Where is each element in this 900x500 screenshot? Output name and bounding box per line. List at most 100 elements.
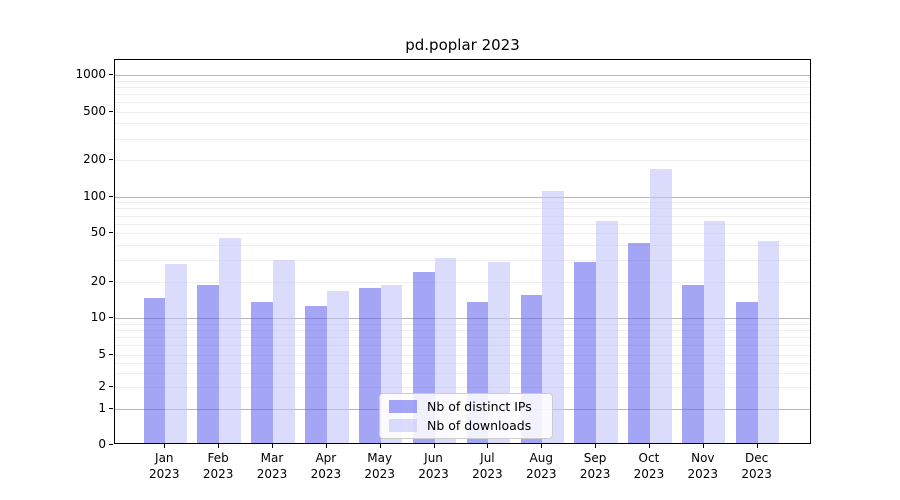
gridline-minor-5 (115, 355, 810, 356)
gridline-minor-4 (115, 362, 810, 364)
bar-downloads-apr (326, 291, 349, 443)
legend-row-distinct-ips: Nb of distinct IPs (389, 399, 543, 414)
ytick-mark-0 (109, 444, 113, 445)
ytick-label-0: 0 (98, 437, 106, 451)
ytick-label-20: 20 (90, 273, 106, 288)
gridline-minor-70 (115, 215, 810, 217)
xtick-label-dec: Dec 2023 (741, 451, 772, 482)
legend-label-distinct-ips: Nb of distinct IPs (427, 399, 532, 414)
gridline-minor-200 (115, 160, 810, 161)
gridline-minor-300 (115, 138, 810, 140)
gridline-minor-30 (115, 260, 810, 262)
xtick-year: 2023 (149, 466, 180, 481)
bar-distinct-ips-sep (574, 262, 597, 443)
ytick-label-5: 5 (98, 347, 106, 361)
xtick-year: 2023 (256, 466, 288, 481)
bar-downloads-dec (757, 240, 780, 443)
xtick-year: 2023 (633, 466, 665, 481)
ytick-mark-500 (109, 110, 113, 112)
xtick-mark-may (379, 444, 381, 448)
xtick-label-sep: Sep 2023 (580, 451, 611, 482)
gridline-major-100 (115, 196, 810, 198)
bar-downloads-mar (273, 260, 295, 443)
xtick-mark-dec (756, 444, 758, 448)
xtick-month: Oct (638, 451, 660, 465)
xtick-month: Jan (155, 451, 174, 465)
xtick-mark-mar (272, 444, 273, 448)
xtick-mark-jul (487, 444, 489, 448)
xtick-label-mar: Mar 2023 (257, 451, 288, 482)
xtick-month: Aug (529, 451, 553, 465)
ytick-label-200: 200 (83, 152, 106, 166)
xtick-label-jan: Jan 2023 (149, 451, 180, 482)
bar-distinct-ips-jan (143, 298, 166, 443)
gridline-minor-800 (115, 86, 810, 88)
gridline-minor-500 (115, 111, 810, 113)
gridline-minor-40 (115, 245, 810, 247)
gridline-major-1000 (115, 75, 810, 76)
xtick-year: 2023 (579, 466, 611, 481)
legend: Nb of distinct IPs Nb of downloads (379, 393, 553, 439)
legend-swatch-distinct-ips (389, 400, 417, 413)
gridline-minor-400 (115, 123, 810, 125)
xtick-year: 2023 (472, 466, 503, 481)
ytick-label-100: 100 (83, 188, 106, 203)
gridline-minor-50 (115, 233, 810, 235)
legend-swatch-downloads (389, 419, 417, 432)
xtick-month: Apr (315, 451, 337, 465)
xtick-year: 2023 (202, 466, 234, 481)
xtick-mark-sep (595, 444, 597, 448)
xtick-year: 2023 (525, 466, 557, 481)
ytick-label-50: 50 (90, 225, 106, 240)
legend-row-downloads: Nb of downloads (389, 418, 543, 433)
bar-distinct-ips-apr (305, 306, 327, 443)
gridline-minor-9 (115, 323, 810, 325)
xtick-mark-oct (648, 444, 650, 448)
gridline-minor-60 (115, 223, 810, 225)
gridline-minor-7 (115, 337, 810, 339)
bar-distinct-ips-feb (197, 285, 220, 443)
xtick-month: May (367, 451, 393, 465)
gridline-minor-700 (115, 93, 810, 95)
bar-downloads-oct (649, 168, 672, 443)
gridline-minor-20 (115, 281, 810, 283)
xtick-month: Sep (583, 451, 607, 465)
ytick-label-10: 10 (90, 310, 106, 324)
xtick-mark-feb (218, 444, 220, 448)
xtick-month: Jul (480, 451, 495, 465)
xtick-label-jun: Jun 2023 (418, 451, 449, 482)
gridline-minor-600 (115, 102, 810, 104)
ytick-mark-1 (109, 408, 113, 410)
bar-downloads-jan (165, 263, 187, 443)
gridline-minor-3 (115, 372, 810, 374)
ytick-label-500: 500 (83, 103, 106, 118)
ytick-mark-20 (109, 280, 113, 282)
xtick-year: 2023 (418, 466, 449, 481)
bar-distinct-ips-oct (628, 243, 650, 443)
gridline-minor-90 (115, 202, 810, 204)
xtick-label-jul: Jul 2023 (472, 451, 503, 482)
xtick-label-feb: Feb 2023 (203, 451, 234, 482)
plot-area: Nb of distinct IPs Nb of downloads (114, 59, 811, 444)
ytick-label-1: 1 (98, 401, 106, 416)
ytick-mark-200 (109, 159, 113, 160)
bar-downloads-nov (703, 220, 726, 443)
xtick-mark-aug (541, 444, 543, 448)
xtick-label-nov: Nov 2023 (688, 451, 719, 482)
xtick-label-aug: Aug 2023 (526, 451, 557, 482)
bar-downloads-aug (542, 191, 564, 443)
xtick-mark-jan (164, 444, 166, 448)
ytick-label-2: 2 (98, 379, 106, 393)
chart-title: pd.poplar 2023 (405, 36, 520, 54)
ytick-mark-50 (109, 232, 113, 234)
xtick-month: Nov (691, 451, 715, 465)
bar-distinct-ips-nov (682, 285, 704, 443)
xtick-month: Dec (745, 451, 769, 465)
gridline-minor-6 (115, 345, 810, 347)
ytick-label-1000: 1000 (75, 67, 106, 81)
xtick-label-oct: Oct 2023 (634, 451, 665, 482)
xtick-year: 2023 (364, 466, 395, 481)
xtick-year: 2023 (741, 466, 772, 481)
ytick-mark-2 (109, 386, 113, 387)
